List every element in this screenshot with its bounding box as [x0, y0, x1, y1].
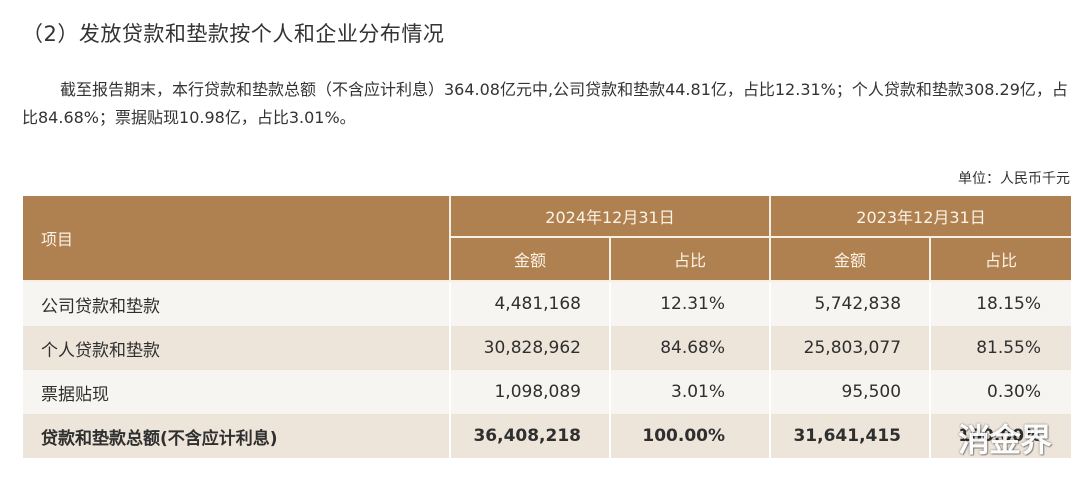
- amount-header-2023: 金额: [769, 236, 932, 282]
- summary-paragraph: 截至报告期末，本行贷款和垫款总额（不含应计利息）364.08亿元中,公司贷款和垫…: [22, 76, 1072, 132]
- table-row-bill-discount: 票据贴现 1,098,089 3.01% 95,500 0.30%: [23, 370, 1072, 414]
- watermark-logo: 消金界: [958, 421, 1052, 459]
- row-name: 个人贷款和垫款: [23, 326, 450, 370]
- loan-distribution-table: 项目 2024年12月31日 2023年12月31日 金额 占比 金额 占比 公…: [23, 196, 1072, 458]
- table-row-personal: 个人贷款和垫款 30,828,962 84.68% 25,803,077 81.…: [23, 326, 1072, 370]
- table-row-corporate: 公司贷款和垫款 4,481,168 12.31% 5,742,838 18.15…: [23, 281, 1072, 326]
- ratio-2023: 0.30%: [929, 370, 1072, 414]
- ratio-header-2024: 占比: [608, 236, 772, 282]
- header-row-measures: 金额 占比 金额 占比: [23, 236, 1072, 282]
- summary-text: 截至报告期末，本行贷款和垫款总额（不含应计利息）364.08亿元中,公司贷款和垫…: [22, 80, 1068, 127]
- header-row-periods: 项目 2024年12月31日 2023年12月31日: [23, 196, 1072, 282]
- row-name: 贷款和垫款总额(不含应计利息): [23, 414, 450, 458]
- ratio-2023: 100.00%: [929, 414, 1072, 458]
- amount-2023: 25,803,077: [769, 326, 931, 370]
- amount-2024: 30,828,962: [449, 326, 610, 370]
- ratio-header-2023: 占比: [929, 236, 1072, 282]
- ratio-2023: 81.55%: [929, 326, 1072, 370]
- amount-2024: 1,098,089: [449, 370, 610, 414]
- amount-2024: 36,408,218: [449, 414, 610, 458]
- amount-2023: 95,500: [769, 370, 931, 414]
- amount-2023: 5,742,838: [769, 281, 931, 326]
- row-name: 票据贴现: [23, 370, 450, 414]
- unit-label: 单位：人民币千元: [958, 171, 1070, 187]
- ratio-2024: 84.68%: [608, 326, 771, 370]
- period-header-2023: 2023年12月31日: [769, 196, 1072, 238]
- ratio-2024: 12.31%: [608, 281, 771, 326]
- amount-header-2024: 金额: [449, 236, 611, 282]
- amount-2023: 31,641,415: [769, 414, 931, 458]
- section-title: （2）发放贷款和垫款按个人和企业分布情况: [22, 22, 445, 46]
- ratio-2023: 18.15%: [929, 281, 1072, 326]
- amount-2024: 4,481,168: [449, 281, 610, 326]
- period-header-2024: 2024年12月31日: [448, 196, 772, 238]
- table-row-total: 贷款和垫款总额(不含应计利息) 36,408,218 100.00% 31,64…: [23, 414, 1072, 458]
- ratio-2024: 3.01%: [608, 370, 771, 414]
- ratio-2024: 100.00%: [608, 414, 771, 458]
- row-name: 公司贷款和垫款: [23, 281, 450, 326]
- item-column-header: 项目: [23, 196, 451, 282]
